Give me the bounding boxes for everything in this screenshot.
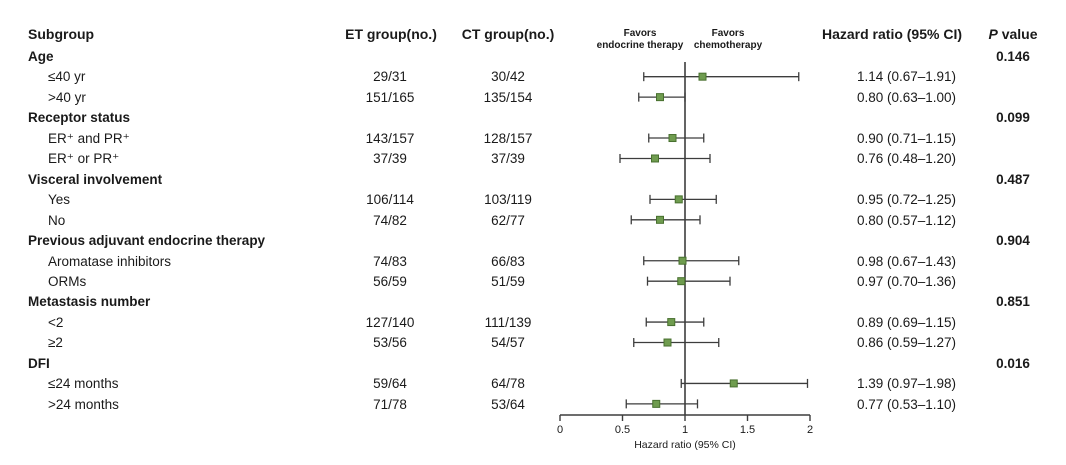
p-value-rest: value (997, 26, 1038, 42)
hazard-ratio-ci-text: 0.80 (0.63–1.00) (856, 89, 957, 105)
x-axis-tick-label: 0 (557, 424, 563, 436)
ct-group-value: 37/39 (491, 151, 525, 167)
subgroup-item-label: ≤24 months (48, 376, 119, 392)
subgroup-category-label: DFI (28, 355, 50, 371)
hazard-ratio-marker (698, 72, 707, 81)
subgroup-item-label: ER⁺ or PR⁺ (48, 151, 120, 167)
subgroup-item-label: No (48, 212, 66, 228)
subgroup-item-label: ≥2 (48, 335, 63, 351)
p-value: 0.487 (996, 171, 1030, 187)
hazard-ratio-marker (656, 215, 664, 224)
et-group-value: 59/64 (373, 376, 407, 392)
et-group-value: 106/114 (366, 192, 414, 208)
col-header-et-group: ET group(no.) (345, 26, 437, 42)
subgroup-category-label: Age (28, 49, 54, 64)
ct-group-value: 53/64 (491, 396, 525, 412)
hazard-ratio-marker (678, 256, 687, 265)
hazard-ratio-marker (667, 318, 676, 327)
x-axis-tick-label: 1.5 (740, 424, 755, 436)
subgroup-category-label: Visceral involvement (28, 171, 163, 187)
subgroup-item-label: <2 (48, 314, 64, 330)
p-value-italic-p: P (988, 26, 998, 42)
ct-group-value: 62/77 (491, 212, 525, 228)
favors-chemotherapy-line1: Favors (711, 28, 745, 39)
hazard-ratio-marker (668, 134, 677, 143)
p-value: 0.904 (996, 233, 1030, 249)
favors-endocrine-line1: Favors (623, 28, 657, 39)
ct-group-value: 54/57 (491, 335, 525, 351)
ct-group-value: 103/119 (484, 192, 532, 208)
hazard-ratio-marker (674, 195, 683, 204)
ct-group-value: 30/42 (491, 69, 525, 85)
hazard-ratio-marker (677, 277, 686, 286)
hazard-ratio-ci-text: 0.97 (0.70–1.36) (856, 273, 957, 289)
ct-group-value: 111/139 (484, 314, 532, 330)
x-axis-tick-label: 2 (807, 424, 813, 436)
hazard-ratio-marker (656, 93, 664, 102)
hazard-ratio-ci-text: 0.76 (0.48–1.20) (856, 151, 957, 167)
subgroup-item-label: ≤40 yr (48, 69, 86, 85)
hazard-ratio-ci-text: 0.89 (0.69–1.15) (856, 314, 957, 330)
p-value: 0.146 (996, 49, 1030, 64)
et-group-value: 74/82 (373, 212, 407, 228)
x-axis-tick-label: 0.5 (615, 424, 630, 436)
favors-endocrine-label: Favors endocrine therapy (575, 28, 705, 51)
et-group-value: 143/157 (365, 130, 415, 146)
hazard-ratio-marker (663, 338, 672, 347)
p-value: 0.851 (996, 294, 1030, 310)
hazard-ratio-ci-text: 0.77 (0.53–1.10) (856, 396, 957, 412)
ct-group-value: 51/59 (491, 273, 525, 289)
hazard-ratio-ci-text: 0.80 (0.57–1.12) (856, 212, 957, 228)
ct-group-value: 66/83 (491, 253, 525, 269)
p-value: 0.099 (996, 110, 1030, 126)
hazard-ratio-ci-text: 1.14 (0.67–1.91) (856, 69, 957, 85)
col-header-p-value: P value (977, 24, 1049, 44)
et-group-value: 151/165 (365, 89, 415, 105)
subgroup-category-label: Previous adjuvant endocrine therapy (28, 233, 266, 249)
et-group-value: 29/31 (373, 69, 407, 85)
hazard-ratio-marker (652, 399, 661, 408)
subgroup-item-label: ER⁺ and PR⁺ (48, 130, 130, 146)
hazard-ratio-ci-text: 0.95 (0.72–1.25) (856, 192, 957, 208)
hazard-ratio-ci-text: 1.39 (0.97–1.98) (856, 376, 957, 392)
subgroup-item-label: ORMs (48, 273, 87, 289)
hazard-ratio-marker (651, 154, 659, 163)
ct-group-value: 135/154 (483, 89, 533, 105)
subgroup-item-label: Yes (48, 192, 71, 208)
favors-chemotherapy-line2: chemotherapy (693, 39, 763, 51)
et-group-value: 56/59 (373, 273, 407, 289)
subgroup-category-label: Metastasis number (28, 294, 151, 310)
favors-endocrine-line2: endocrine therapy (596, 39, 684, 51)
et-group-value: 37/39 (373, 151, 407, 167)
subgroup-category-label: Receptor status (28, 110, 131, 126)
subgroup-item-label: Aromatase inhibitors (48, 253, 172, 269)
col-header-subgroup: Subgroup (28, 26, 95, 42)
et-group-value: 53/56 (373, 335, 407, 351)
hazard-ratio-marker (729, 379, 738, 388)
hazard-ratio-ci-text: 0.98 (0.67–1.43) (856, 253, 957, 269)
x-axis-tick-label: 1 (682, 424, 688, 436)
p-value: 0.016 (996, 355, 1030, 371)
subgroup-item-label: >40 yr (48, 89, 86, 105)
et-group-value: 127/140 (365, 314, 415, 330)
favors-chemotherapy-label: Favors chemotherapy (663, 28, 793, 51)
x-axis-title: Hazard ratio (95% CI) (634, 439, 736, 451)
et-group-value: 71/78 (373, 396, 407, 412)
subgroup-item-label: >24 months (48, 396, 119, 412)
ct-group-value: 64/78 (491, 376, 525, 392)
hazard-ratio-ci-text: 0.86 (0.59–1.27) (856, 335, 957, 351)
ct-group-value: 128/157 (483, 130, 533, 146)
col-header-ct-group: CT group(no.) (461, 26, 555, 42)
hazard-ratio-ci-text: 0.90 (0.71–1.15) (856, 130, 957, 146)
et-group-value: 74/83 (373, 253, 407, 269)
col-header-hazard-ratio: Hazard ratio (95% CI) (821, 26, 963, 42)
